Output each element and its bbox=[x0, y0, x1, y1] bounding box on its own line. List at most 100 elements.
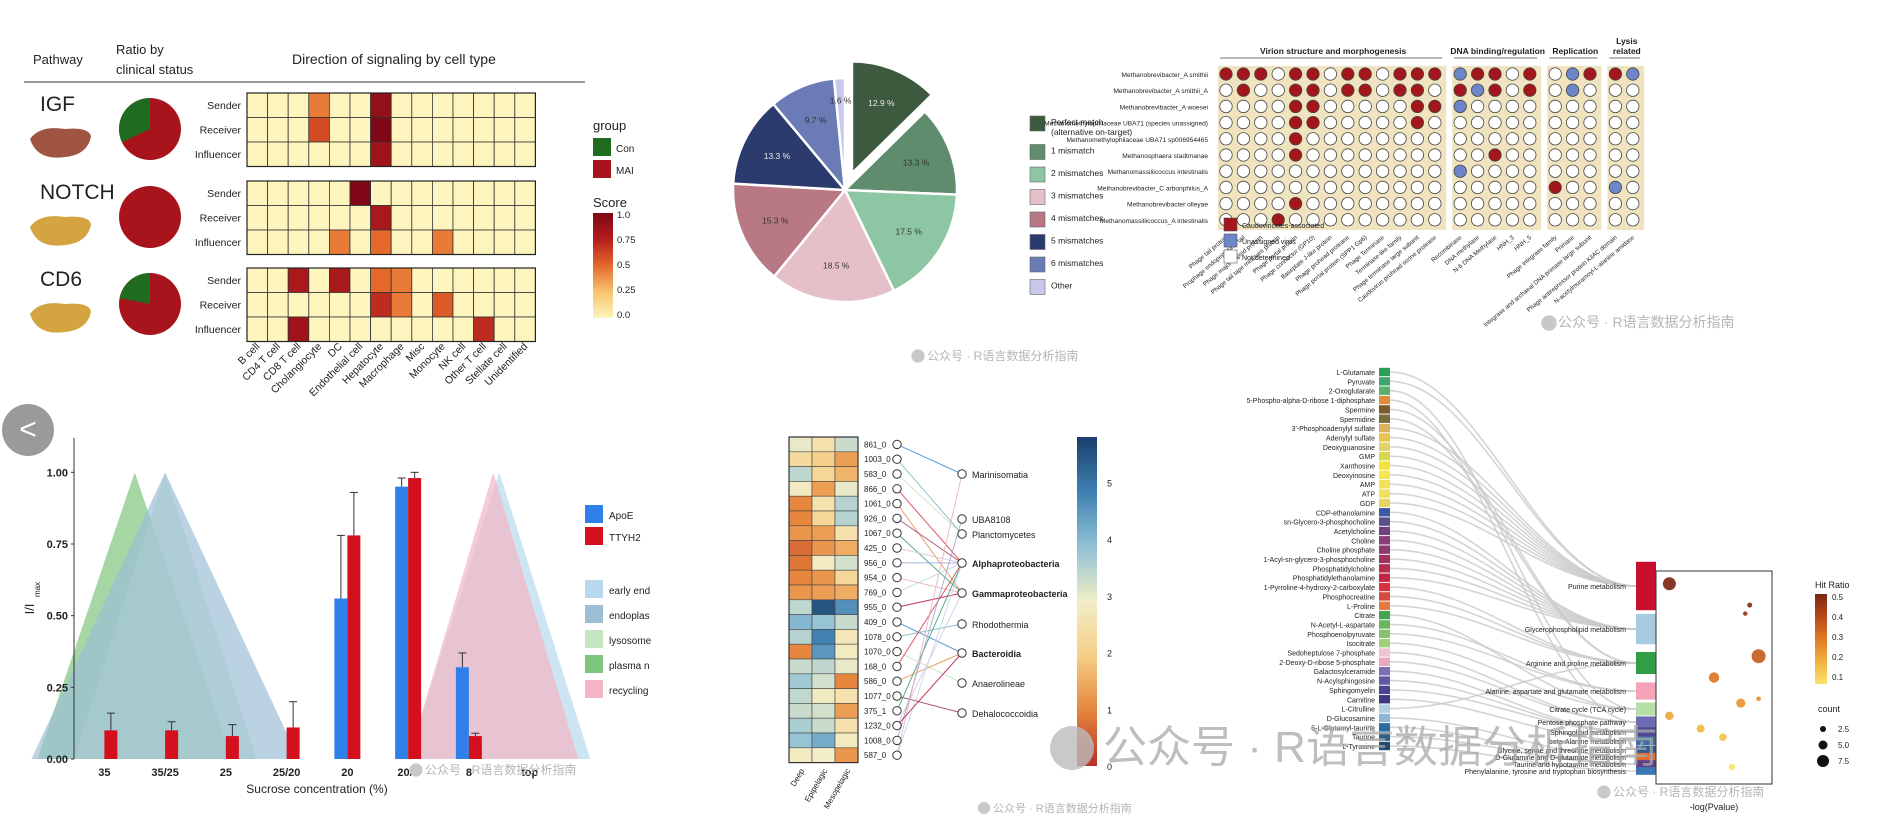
heat-cell bbox=[390, 180, 413, 206]
y-axis-label: I/I bbox=[22, 604, 37, 615]
otu-cell bbox=[811, 732, 836, 749]
phage-cell bbox=[1393, 116, 1407, 130]
otu-cell bbox=[834, 673, 859, 689]
pathway-label-igf: IGF bbox=[40, 93, 75, 116]
phage-cell bbox=[1393, 164, 1407, 178]
metabolite-label: CDP-ethanolamine bbox=[1316, 510, 1375, 517]
phage-cell bbox=[1393, 148, 1407, 162]
wechat-icon bbox=[977, 801, 991, 815]
otu-node bbox=[892, 691, 902, 701]
metabolite-pathway-panel: L-Glutamate Pyruvate 2-Oxoglutarate 5-Phosp… bbox=[1247, 367, 1850, 812]
heat-cell bbox=[308, 180, 330, 206]
taxon-node bbox=[957, 708, 967, 718]
phage-row-label: Methanobrevibacter_A smithii_A bbox=[1113, 88, 1208, 95]
phage-cell bbox=[1523, 83, 1537, 97]
metabolite-swatch bbox=[1379, 573, 1390, 582]
otu-label: 1061_0 bbox=[864, 500, 891, 509]
heat-cell bbox=[411, 267, 433, 293]
bubble-point bbox=[1728, 763, 1736, 771]
hit-ratio-title: Hit Ratio bbox=[1815, 580, 1850, 590]
metabolite-swatch bbox=[1379, 480, 1390, 489]
pie-slice bbox=[832, 76, 847, 191]
phage-legend-swatch bbox=[1223, 249, 1238, 264]
phage-cell bbox=[1523, 180, 1537, 194]
otu-cell bbox=[834, 495, 859, 512]
otu-cell bbox=[788, 481, 813, 497]
back-button[interactable]: < bbox=[2, 404, 54, 456]
phage-cell bbox=[1626, 180, 1640, 194]
metabolite-label: Galactosylceramide bbox=[1314, 669, 1376, 676]
otu-node bbox=[892, 484, 902, 494]
pie-slice bbox=[850, 60, 934, 177]
pathway-label: Alanine, aspartate and glutamate metabol… bbox=[1486, 689, 1627, 696]
bar bbox=[104, 730, 118, 759]
phage-cell bbox=[1453, 116, 1467, 130]
otu-cell bbox=[788, 629, 813, 645]
phage-cell bbox=[1393, 132, 1407, 146]
count-tick: 2.5 bbox=[1838, 725, 1850, 734]
taxon-label: Dehalococcoidia bbox=[972, 709, 1038, 719]
phage-cell bbox=[1358, 213, 1372, 227]
count-tick: 7.5 bbox=[1838, 757, 1850, 766]
heat-cell bbox=[267, 267, 289, 293]
metabolite-label: Choline bbox=[1351, 538, 1375, 545]
metabolite-label: Acetylcholine bbox=[1334, 529, 1375, 536]
metabolite-label: 2-Oxoglutarate bbox=[1329, 389, 1375, 396]
phage-cell bbox=[1583, 132, 1597, 146]
pathway-label: beta-Alanine metabolism bbox=[1549, 739, 1626, 746]
heat-cell bbox=[287, 267, 310, 293]
phage-cell bbox=[1219, 83, 1233, 97]
hit-tick: 0.5 bbox=[1832, 593, 1844, 602]
count-dot bbox=[1818, 740, 1828, 750]
heat-cell bbox=[390, 316, 413, 342]
metabolite-label: N-Acylsphingosine bbox=[1317, 679, 1375, 686]
metabolite-label: 5-L-Glutamyl-taurine bbox=[1311, 725, 1375, 732]
otu-cell bbox=[834, 555, 859, 571]
heat-cell bbox=[390, 141, 413, 167]
y-axis-label-sub: max bbox=[33, 582, 42, 597]
metabolite-label: L-Citrulline bbox=[1342, 707, 1376, 714]
phage-cell bbox=[1410, 132, 1425, 146]
metabolite-link bbox=[1389, 399, 1637, 723]
taxon-node bbox=[957, 514, 967, 524]
role-label: Influencer bbox=[195, 324, 242, 336]
phage-cell bbox=[1323, 116, 1338, 130]
phage-cell bbox=[1428, 164, 1442, 178]
pie-legend-label: Other bbox=[1051, 281, 1072, 291]
heat-cell bbox=[267, 205, 289, 231]
phage-cell bbox=[1583, 99, 1597, 114]
phage-cell bbox=[1583, 83, 1597, 97]
bar bbox=[225, 736, 239, 759]
phage-cell bbox=[1488, 197, 1502, 211]
phage-cell bbox=[1289, 164, 1303, 178]
otu-node bbox=[892, 706, 902, 716]
y-tick: 1.00 bbox=[47, 467, 68, 479]
metabolite-label: Deoxyguanosine bbox=[1323, 445, 1375, 452]
otu-cell bbox=[788, 732, 813, 749]
score-tick: 0.5 bbox=[617, 260, 630, 271]
pie-legend-label: 6 mismatches bbox=[1051, 258, 1103, 268]
heat-cell bbox=[308, 117, 330, 143]
phage-cell bbox=[1471, 164, 1485, 178]
phage-cell bbox=[1341, 148, 1355, 162]
heat-cell bbox=[493, 292, 516, 318]
pathway-label: Taurine and hypotaurine metabolism bbox=[1513, 762, 1626, 769]
otu-cell bbox=[811, 658, 836, 675]
heat-cell bbox=[514, 205, 536, 231]
heat-cell bbox=[390, 92, 413, 118]
phage-cell bbox=[1410, 180, 1425, 194]
wechat-icon bbox=[1541, 315, 1557, 331]
role-label: Sender bbox=[207, 275, 241, 287]
density-area bbox=[31, 472, 299, 759]
pathway-bar bbox=[1636, 682, 1656, 700]
phage-cell bbox=[1523, 99, 1537, 114]
phage-cell bbox=[1471, 180, 1485, 194]
bubble-point bbox=[1662, 577, 1676, 591]
otu-cell bbox=[834, 688, 859, 704]
phage-cell bbox=[1306, 67, 1320, 81]
heat-cell bbox=[473, 292, 495, 318]
legend-area-label: lysosome bbox=[609, 636, 652, 647]
phage-cell bbox=[1323, 213, 1338, 227]
phage-legend-label: Caudoviricetes-associated bbox=[1242, 223, 1324, 230]
heat-cell bbox=[431, 141, 454, 167]
